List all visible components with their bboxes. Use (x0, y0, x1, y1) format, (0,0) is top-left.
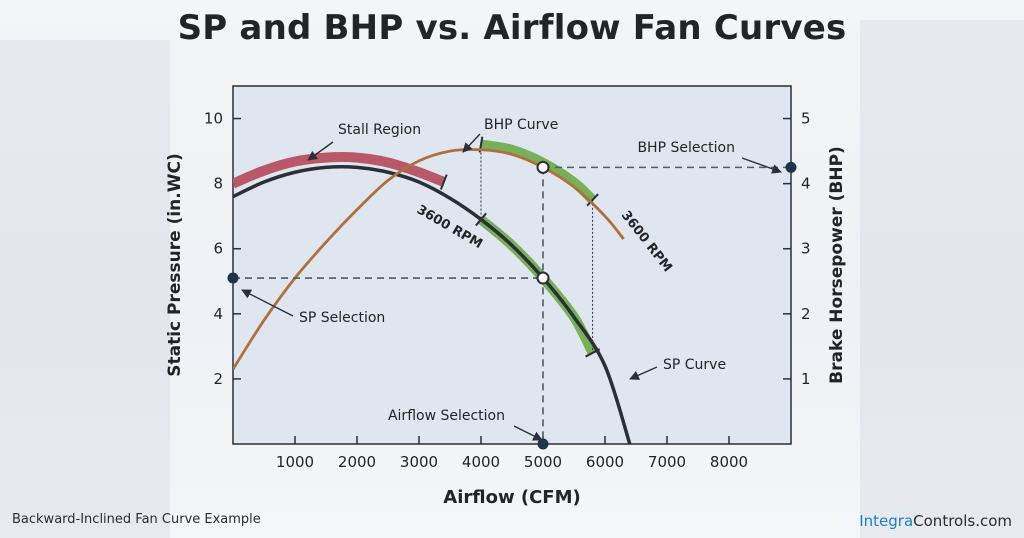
airflow-selection-label: Airflow Selection (388, 408, 505, 424)
x-tick-label: 7000 (648, 453, 686, 471)
sp-operating-point (536, 271, 550, 285)
y2-tick-label: 4 (801, 175, 811, 193)
y-tick-label: 8 (213, 175, 223, 193)
y-axis-label: Static Pressure (in.WC) (165, 153, 185, 377)
sp-selection-arrow (241, 289, 294, 317)
bhp-selection-dot (785, 161, 797, 173)
selection-guides (233, 166, 791, 444)
background-building-right (860, 20, 1024, 538)
page-title: SP and BHP vs. Airflow Fan Curves (177, 8, 847, 48)
x-axis-label: Airflow (CFM) (443, 487, 580, 508)
x-tick-label: 5000 (524, 453, 562, 471)
stall-region-label: Stall Region (338, 122, 421, 138)
y2-tick-label: 5 (801, 110, 811, 128)
y-tick-label: 4 (213, 305, 223, 323)
bhp-operating-point (536, 160, 550, 174)
brand-name-part1: Integra (859, 512, 914, 530)
y-tick-label: 6 (213, 240, 223, 258)
airflow-selection-dot (537, 438, 549, 450)
sp-selection-label: SP Selection (299, 310, 385, 326)
x-tick-label: 2000 (338, 453, 376, 471)
y2-tick-label: 1 (801, 370, 811, 388)
background-building-left (0, 40, 170, 538)
y-tick-label: 2 (213, 370, 223, 388)
y2-tick-label: 3 (801, 240, 811, 258)
sp-curve-arrow (629, 366, 658, 380)
stall-region-arrow (307, 141, 334, 161)
sp-selection-dot (227, 272, 239, 284)
bhp-selection-label: BHP Selection (637, 140, 735, 156)
bhp-selection-arrow (741, 157, 782, 174)
x-tick-label: 3000 (400, 453, 438, 471)
y2-axis-ticks: 1 2 3 4 5 (783, 110, 811, 388)
y2-tick-label: 2 (801, 305, 811, 323)
x-tick-label: 6000 (586, 453, 624, 471)
x-tick-label: 4000 (462, 453, 500, 471)
range-boundary-tick (439, 174, 448, 190)
series-lines (233, 148, 632, 444)
airflow-selection-arrow (513, 425, 543, 441)
stall-region-band (233, 152, 446, 189)
brand-name-part2: Controls.com (913, 512, 1012, 530)
brand-link[interactable]: IntegraControls.com (859, 512, 1012, 530)
sp-curve-label: SP Curve (663, 357, 726, 373)
bhp-curve-arrow (462, 133, 481, 153)
bhp-curve-line (233, 148, 625, 370)
selection-markers (227, 160, 797, 450)
x-tick-label: 8000 (710, 453, 748, 471)
x-tick-label: 1000 (276, 453, 314, 471)
bhp-curve-label: BHP Curve (484, 117, 558, 133)
y2-axis-label: Brake Horsepower (BHP) (827, 146, 847, 384)
figure-caption: Backward-Inclined Fan Curve Example (12, 512, 261, 527)
x-axis-ticks: 1000 2000 3000 4000 5000 6000 7000 8000 (276, 436, 748, 471)
y-tick-label: 10 (204, 110, 223, 128)
sp-curve-line (233, 165, 632, 444)
